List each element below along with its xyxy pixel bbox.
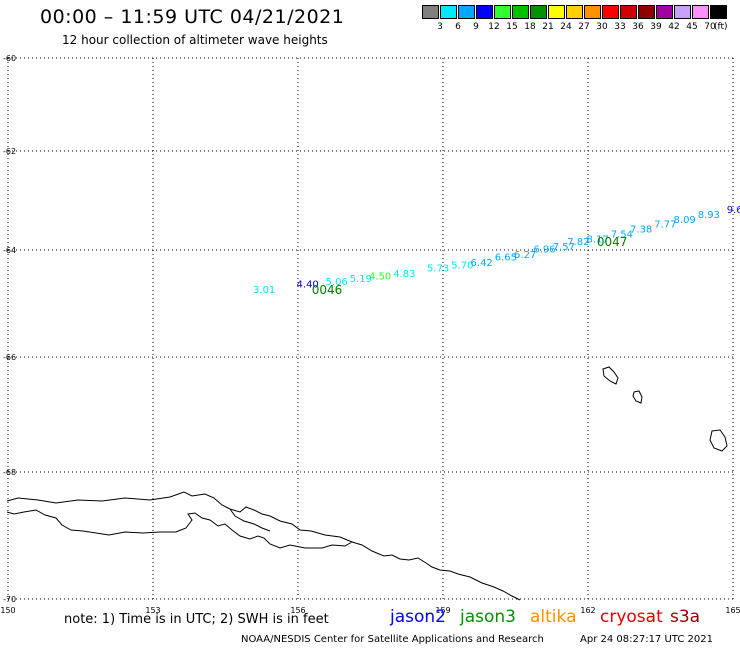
lat-tick-label: -70: [3, 595, 16, 604]
wave-height-value: 5.70: [451, 261, 473, 272]
wave-height-value: 5.73: [427, 263, 449, 274]
generation-timestamp: Apr 24 08:27:17 UTC 2021: [580, 634, 713, 645]
wave-height-value: 8.09: [674, 215, 696, 226]
legend-label: 42: [668, 22, 680, 32]
lon-tick-label: 156: [290, 606, 305, 615]
legend-label: 45: [686, 22, 698, 32]
wave-height-value: 6.96: [533, 245, 555, 256]
legend-swatch: [440, 5, 457, 19]
wave-height-value: 5.06: [326, 277, 348, 288]
legend-swatch: [620, 5, 637, 19]
island-3: [709, 429, 728, 452]
legend-swatch: [530, 5, 547, 19]
legend-label: 24: [560, 22, 572, 32]
lat-tick-label: -68: [3, 468, 16, 477]
legend-label: 15: [506, 22, 518, 32]
wave-height-value: 8.93: [698, 210, 720, 221]
wave-height-value: 8.17: [587, 235, 609, 246]
wave-height-value: 6.27: [514, 250, 536, 261]
legend-label: 39: [650, 22, 662, 32]
map-title: 00:00 – 11:59 UTC 04/21/2021: [40, 6, 345, 28]
legend-swatch: [638, 5, 655, 19]
wave-height-value: 3.01: [253, 285, 275, 296]
legend-label: 27: [578, 22, 590, 32]
axis-ticks: 150 153 156 159 162 165 -60 -62 -64 -66 -68 -70: [0, 54, 740, 615]
legend-swatch: [476, 5, 493, 19]
legend-unit: (ft): [714, 22, 728, 32]
wave-height-value: 4.83: [393, 269, 415, 280]
legend-swatch: [548, 5, 565, 19]
island-2: [632, 390, 643, 404]
wave-height-value: 4.50: [369, 271, 391, 282]
legend-label: 33: [614, 22, 626, 32]
units-note: note: 1) Time is in UTC; 2) SWH is in fe…: [64, 612, 329, 627]
lat-tick-label: -66: [3, 353, 16, 362]
legend-label: 36: [632, 22, 644, 32]
wave-height-value: 7.57: [553, 242, 575, 253]
legend-label: 6: [455, 22, 461, 32]
legend-label: 18: [524, 22, 536, 32]
island-1: [602, 366, 619, 385]
legend-swatch: [422, 5, 439, 19]
legend-label: 9: [473, 22, 479, 32]
lon-tick-label: 159: [435, 606, 450, 615]
lon-tick-label: 162: [580, 606, 595, 615]
legend-swatch: [458, 5, 475, 19]
legend-swatch: [710, 5, 727, 19]
legend-label: 30: [596, 22, 608, 32]
legend-swatch: [512, 5, 529, 19]
lon-tick-label: 153: [145, 606, 160, 615]
mission-name: jason2: [390, 607, 446, 627]
coastline-shelf: [351, 541, 521, 601]
color-legend: 3 6 9 12 15 18 21 24 27 30 33 36 39 42 45 70 (ft): [422, 5, 740, 39]
legend-swatch: [584, 5, 601, 19]
pass-time-labels: 0046 0047: [312, 235, 628, 297]
legend-swatch: [656, 5, 673, 19]
legend-label: 12: [488, 22, 500, 32]
legend-swatch: [674, 5, 691, 19]
legend-label: 70: [704, 22, 716, 32]
wave-height-value: 7.77: [654, 220, 676, 231]
wave-height-value: 5.19: [350, 274, 372, 285]
wave-height-observations: 3.01 4.40 5.06 5.194.50 4.83 5.73 5.706.42 6.65…: [253, 205, 740, 296]
wave-height-value: 9.61: [727, 205, 740, 216]
lon-tick-label: 150: [0, 606, 15, 615]
legend-swatch: [602, 5, 619, 19]
lon-tick-label: 165: [725, 606, 740, 615]
legend-swatch: [494, 5, 511, 19]
mission-name: cryosat: [600, 607, 663, 627]
coastline: [6, 366, 728, 601]
mission-name: altika: [530, 607, 577, 627]
map-subtitle: 12 hour collection of altimeter wave hei…: [62, 33, 328, 47]
wave-height-value: 6.65: [495, 253, 517, 264]
lat-tick-label: -60: [3, 54, 16, 63]
credit-line: NOAA/NESDIS Center for Satellite Applica…: [241, 634, 544, 645]
pass-time-label: 0046: [312, 283, 343, 297]
mission-name: s3a: [670, 607, 701, 627]
pass-time-label: 0047: [597, 235, 628, 249]
wave-height-value: 7.82: [567, 237, 589, 248]
wave-height-value: 4.40: [297, 279, 319, 290]
graticule: [7, 57, 734, 600]
wave-height-value: 7.38: [630, 225, 652, 236]
mission-name: jason3: [460, 607, 516, 627]
coastline-inlet: [229, 508, 271, 532]
wave-height-value: 6.42: [471, 258, 493, 269]
legend-swatch: [692, 5, 709, 19]
coastline-mainland: [6, 491, 354, 549]
wave-height-value: 7.54: [611, 230, 633, 241]
legend-swatch: [566, 5, 583, 19]
lat-tick-label: -62: [3, 147, 16, 156]
legend-label: 21: [542, 22, 554, 32]
lat-tick-label: -64: [3, 246, 16, 255]
legend-label: 3: [437, 22, 443, 32]
